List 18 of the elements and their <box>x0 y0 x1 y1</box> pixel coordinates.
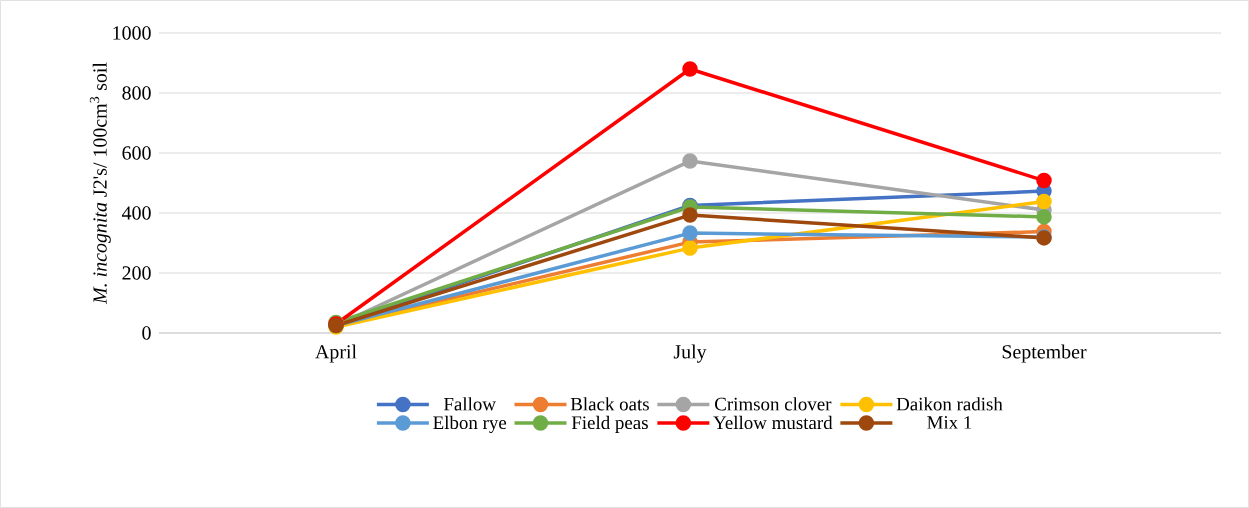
y-tick-label: 800 <box>122 86 151 100</box>
x-tick-label: April <box>315 344 357 363</box>
legend-label: Daikon radish <box>896 397 1003 411</box>
y-tick-label: 1000 <box>113 26 151 40</box>
y-tick-label: 600 <box>122 146 151 160</box>
legend-label: Crimson clover <box>715 397 832 411</box>
legend-label: Yellow mustard <box>713 415 833 430</box>
legend-label: Field peas <box>571 415 648 433</box>
y-tick-label: 200 <box>122 266 151 280</box>
x-tick-label: September <box>1002 344 1087 363</box>
legend-label: Mix 1 <box>927 416 972 429</box>
y-tick-label: 0 <box>142 326 151 340</box>
y-tick-label: 400 <box>121 206 151 220</box>
legend-label: Black oats <box>570 397 649 411</box>
legend-label: Fallow <box>443 397 496 411</box>
legend-label: Elbon rye <box>433 415 507 433</box>
x-tick-label: July <box>673 344 707 363</box>
y-axis-title: M. incognita J2's/ 100cm$^{3}$ soil <box>89 62 111 305</box>
